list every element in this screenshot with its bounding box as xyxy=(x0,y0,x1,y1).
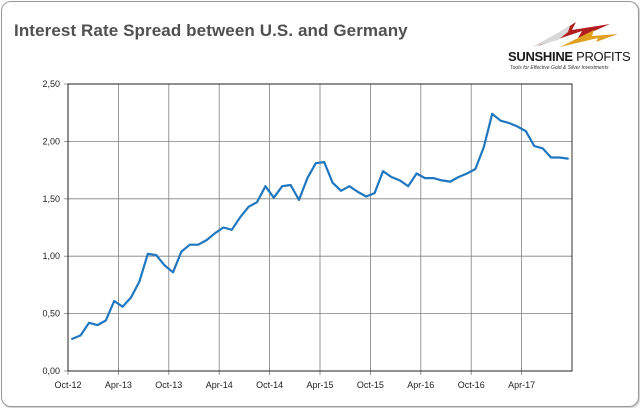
logo-name: SUNSHINE PROFITS xyxy=(508,49,631,64)
y-tick-label: 1,50 xyxy=(42,194,60,204)
x-tick-label: Apr-16 xyxy=(407,380,434,390)
y-axis-ticks: 0,00 0,50 1,00 1,50 2,00 2,50 xyxy=(42,79,68,376)
y-tick-label: 2,50 xyxy=(42,79,60,89)
x-tick-label: Apr-17 xyxy=(508,380,535,390)
y-tick-label: 1,00 xyxy=(42,251,60,261)
sunshine-profits-logo: SUNSHINE PROFITS Tools for Effective Gol… xyxy=(498,16,631,74)
x-axis-ticks: Oct-12 Apr-13 Oct-13 Apr-14 Oct-14 Apr-15 Oct-… xyxy=(54,371,535,390)
plot-border xyxy=(67,83,573,372)
series-layer xyxy=(71,112,569,340)
logo-name-bold: SUNSHINE xyxy=(508,49,573,64)
y-tick-label: 0,50 xyxy=(42,309,60,319)
chart-title: Interest Rate Spread between U.S. and Ge… xyxy=(14,21,408,40)
series-line-spread xyxy=(71,112,569,340)
x-tick-label: Oct-15 xyxy=(357,380,384,390)
y-tick-label: 0,00 xyxy=(42,366,60,376)
x-tick-label: Oct-14 xyxy=(256,380,283,390)
x-tick-label: Apr-15 xyxy=(306,380,333,390)
x-tick-label: Apr-14 xyxy=(206,380,233,390)
x-tick-label: Oct-16 xyxy=(458,380,485,390)
logo-swoosh-icon xyxy=(532,22,618,47)
x-tick-label: Oct-13 xyxy=(155,380,182,390)
y-tick-label: 2,00 xyxy=(42,136,60,146)
logo-name-light: PROFITS xyxy=(576,49,631,64)
x-tick-label: Oct-12 xyxy=(54,380,81,390)
gridlines xyxy=(67,83,572,372)
x-tick-label: Apr-13 xyxy=(105,380,132,390)
logo-tagline: Tools for Effective Gold & Silver Invest… xyxy=(510,65,609,71)
